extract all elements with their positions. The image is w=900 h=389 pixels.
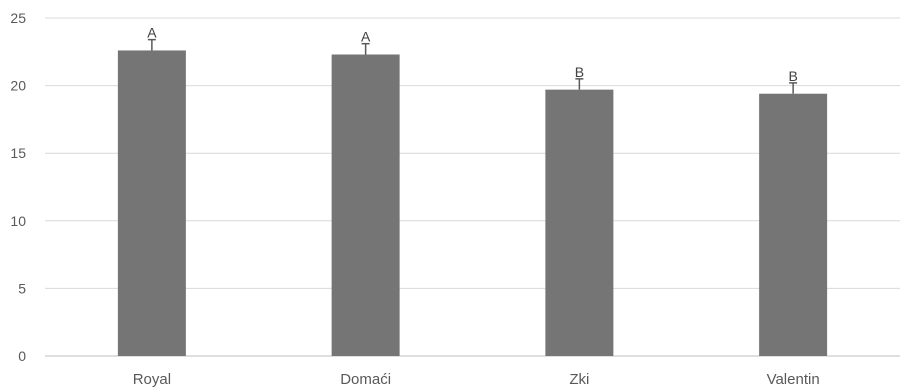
x-tick-label: Zki: [569, 371, 589, 388]
y-tick-label: 5: [18, 280, 26, 296]
y-tick-label: 10: [10, 213, 26, 229]
y-tick-label: 20: [10, 78, 26, 94]
y-axis: 0 5 10 15 20 25: [10, 10, 26, 364]
bar: [117, 50, 186, 356]
bar: [759, 93, 828, 356]
significance-letters: A A B B: [147, 25, 798, 84]
significance-letter: A: [361, 29, 371, 45]
bar: [545, 89, 614, 356]
x-axis: Royal Domaći Zki Valentin: [133, 371, 820, 388]
x-tick-label: Domaći: [340, 371, 391, 388]
error-bars: [147, 38, 798, 94]
x-tick-label: Royal: [133, 371, 171, 388]
significance-letter: B: [575, 64, 584, 80]
y-tick-label: 15: [10, 145, 26, 161]
significance-letter: A: [147, 25, 157, 41]
bars: [117, 50, 828, 357]
significance-letter: B: [788, 68, 797, 84]
bar: [331, 54, 400, 357]
y-tick-label: 25: [10, 10, 26, 26]
y-tick-label: 0: [18, 348, 26, 364]
x-tick-label: Valentin: [767, 371, 820, 388]
gridlines: [45, 17, 900, 357]
